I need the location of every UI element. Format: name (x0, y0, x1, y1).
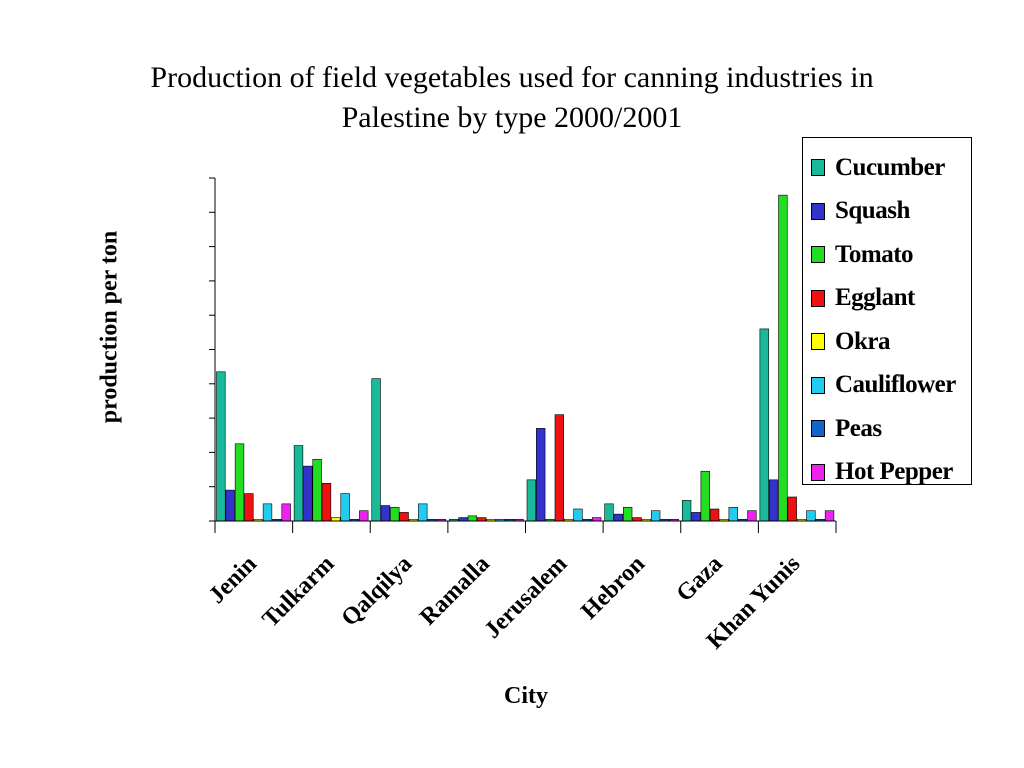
bar-hebron-squash (613, 513, 623, 522)
legend-label-cauliflower: Cauliflower (835, 371, 956, 399)
legend-item-okra: Okra (803, 320, 971, 364)
bar-qalqilya-cucumber (371, 378, 381, 522)
y-axis-title: production per ton (92, 167, 128, 487)
bar-jenin-hot-pepper (281, 503, 291, 522)
bar-ramalla-egglant (477, 517, 487, 522)
bar-khan-yunis-hot-pepper (824, 510, 835, 522)
x-axis-title: City (504, 683, 548, 709)
x-tick-label-jenin: Jenin (204, 551, 262, 609)
legend-item-peas: Peas (803, 407, 971, 451)
x-tick-label-ramalla: Ramalla (415, 551, 495, 631)
bar-khan-yunis-cauliflower (806, 510, 816, 522)
bar-qalqilya-squash (380, 505, 391, 522)
y-axis-title-text: production per ton (96, 230, 123, 424)
bar-ramalla-squash (458, 517, 468, 522)
legend-swatch-tomato (811, 246, 825, 264)
bar-tulkarm-okra (331, 517, 341, 522)
x-tick-label-qalqilya: Qalqilya (337, 551, 418, 632)
bar-hebron-egglant (632, 517, 642, 522)
bar-gaza-squash (691, 512, 701, 522)
bar-jenin-squash (225, 489, 235, 522)
legend-item-squash: Squash (803, 190, 971, 234)
bar-jenin-cauliflower (262, 503, 273, 522)
bar-jenin-tomato (234, 443, 245, 522)
legend-label-egglant: Egglant (835, 284, 915, 312)
chart-title-line-2: Palestine by type 2000/2001 (341, 101, 683, 134)
bar-khan-yunis-tomato (778, 194, 788, 522)
bar-tulkarm-cauliflower (340, 493, 350, 522)
bar-gaza-egglant (709, 508, 720, 522)
x-tick-label-jerusalem: Jerusalem (480, 551, 573, 644)
bar-tulkarm-squash (303, 465, 313, 522)
chart-legend: Cucumber Squash Tomato Egglant Okra Caul… (802, 137, 972, 485)
bar-jerusalem-egglant (554, 414, 565, 522)
legend-item-egglant: Egglant (803, 277, 971, 321)
legend-item-hot-pepper: Hot Pepper (803, 451, 971, 495)
bar-jerusalem-hot-pepper (591, 517, 602, 522)
bar-jerusalem-squash (536, 428, 546, 522)
bar-qalqilya-cauliflower (418, 503, 428, 522)
bar-khan-yunis-cucumber (759, 328, 769, 522)
legend-swatch-peas (811, 420, 825, 438)
legend-swatch-cauliflower (811, 376, 825, 394)
bar-tulkarm-tomato (312, 458, 322, 522)
bar-jerusalem-cauliflower (573, 508, 583, 522)
bar-jenin-egglant (244, 493, 254, 522)
legend-item-cauliflower: Cauliflower (803, 364, 971, 408)
bar-khan-yunis-squash (768, 479, 779, 522)
legend-label-okra: Okra (835, 327, 890, 355)
chart-title-line-1: Production of field vegetables used for … (150, 61, 874, 94)
legend-item-cucumber: Cucumber (803, 146, 971, 190)
bar-hebron-cauliflower (650, 510, 661, 522)
bar-khan-yunis-egglant (787, 496, 797, 522)
x-tick-label-gaza: Gaza (672, 551, 728, 607)
bar-gaza-tomato (700, 470, 710, 522)
bar-qalqilya-egglant (399, 512, 409, 522)
bar-tulkarm-hot-pepper (359, 510, 369, 522)
bar-hebron-cucumber (604, 503, 614, 522)
bar-hebron-tomato (622, 506, 633, 522)
legend-label-squash: Squash (835, 197, 910, 225)
bar-gaza-cucumber (681, 500, 692, 522)
legend-swatch-squash (811, 202, 825, 220)
legend-swatch-hot-pepper (811, 463, 825, 481)
bar-jerusalem-cucumber (526, 479, 537, 522)
bar-tulkarm-cucumber (293, 445, 304, 522)
bar-qalqilya-tomato (390, 506, 400, 522)
chart-title: Production of field vegetables used for … (0, 58, 1024, 138)
bar-gaza-hot-pepper (747, 510, 757, 522)
bar-ramalla-tomato (467, 515, 478, 522)
bar-tulkarm-egglant (321, 482, 332, 522)
bar-jenin-cucumber (216, 371, 226, 522)
legend-item-tomato: Tomato (803, 233, 971, 277)
x-tick-label-hebron: Hebron (576, 551, 650, 625)
legend-label-peas: Peas (835, 414, 882, 442)
bar-gaza-cauliflower (728, 506, 738, 522)
legend-label-cucumber: Cucumber (835, 153, 945, 181)
legend-label-hot-pepper: Hot Pepper (835, 458, 953, 486)
legend-label-tomato: Tomato (835, 240, 914, 268)
legend-swatch-cucumber (811, 159, 825, 177)
legend-swatch-okra (811, 333, 825, 351)
legend-swatch-egglant (811, 289, 825, 307)
x-tick-label-tulkarm: Tulkarm (258, 551, 340, 633)
